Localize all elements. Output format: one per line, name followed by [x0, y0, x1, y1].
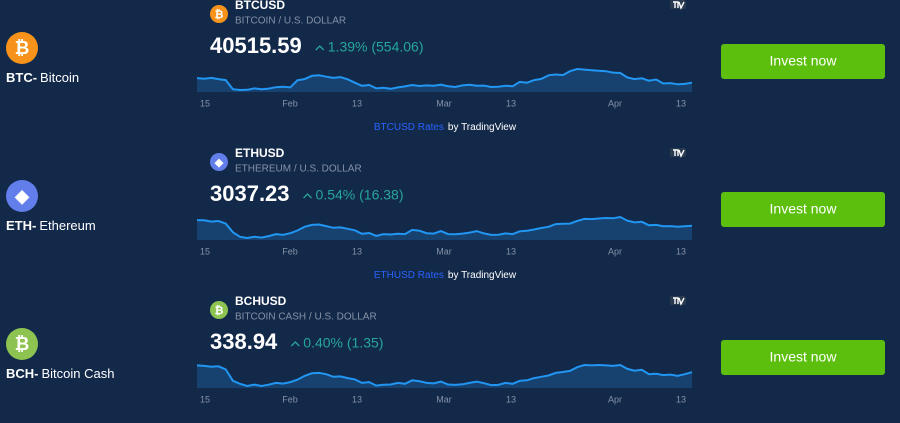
x-axis-label: Apr: [608, 394, 622, 404]
x-axis-label: 13: [676, 394, 686, 404]
change: 0.54% (16.38): [316, 187, 404, 203]
widget-icon: [210, 5, 228, 23]
x-axis-label: 13: [506, 394, 516, 404]
x-axis-label: 13: [506, 98, 516, 108]
x-axis-label: 13: [352, 246, 362, 256]
symbol: BCHUSD: [235, 294, 287, 308]
x-axis-label: Feb: [282, 394, 298, 404]
x-axis-label: Feb: [282, 246, 298, 256]
spark-line: [196, 67, 693, 92]
widget-icon-glyph: ₿: [215, 305, 224, 317]
x-axis-label: 13: [676, 98, 686, 108]
pair: BITCOIN CASH / U.S. DOLLAR: [235, 312, 377, 323]
coin-icon: [6, 180, 38, 212]
tv-logo-shape: [673, 149, 685, 158]
x-axis-label: 15: [200, 98, 210, 108]
coin-label: BTC- Bitcoin: [6, 70, 79, 85]
invest-button-label[interactable]: Invest now: [770, 349, 838, 365]
up-arrow: [315, 45, 325, 51]
coin-icon-glyph: ◆: [14, 186, 30, 206]
price: 40515.59: [210, 33, 302, 58]
pair: BITCOIN / U.S. DOLLAR: [235, 16, 346, 27]
x-axis-label: 13: [506, 246, 516, 256]
symbol: BTCUSD: [235, 0, 285, 12]
x-axis-label: Mar: [436, 394, 452, 404]
coin-label: ETH- Ethereum: [6, 218, 96, 233]
pair: ETHEREUM / U.S. DOLLAR: [235, 164, 362, 175]
coin-icon-glyph: ₿: [15, 334, 30, 354]
coin-icon: [6, 328, 38, 360]
tv-logo-shape: [673, 297, 685, 306]
spark-area: [197, 69, 692, 92]
coin-label: BCH- Bitcoin Cash: [6, 366, 114, 381]
coin-name: Ethereum: [39, 218, 95, 233]
credit: BTCUSD Rates by TradingView: [374, 122, 517, 133]
change: 0.40% (1.35): [303, 335, 383, 351]
tv-logo-shape: [673, 1, 685, 10]
widget-icon: [210, 301, 228, 319]
price: 338.94: [210, 329, 278, 354]
coin-code: ETH-: [6, 218, 36, 233]
coin-code: BTC-: [6, 70, 37, 85]
invest-button[interactable]: [721, 340, 885, 375]
x-axis-label: Mar: [436, 98, 452, 108]
invest-button[interactable]: [721, 44, 885, 79]
x-axis-label: Apr: [608, 246, 622, 256]
price: 3037.23: [210, 181, 290, 206]
spark-line: [196, 363, 693, 388]
credit-by: by TradingView: [448, 122, 517, 133]
invest-button-label[interactable]: Invest now: [770, 53, 838, 69]
x-axis-label: 15: [200, 394, 210, 404]
x-axis-label: 15: [200, 246, 210, 256]
coin-icon-glyph: ₿: [15, 38, 30, 58]
spark-area: [197, 365, 692, 388]
credit-link[interactable]: BTCUSD Rates: [374, 122, 444, 133]
widget-icon-glyph: ◆: [214, 157, 224, 169]
up-arrow: [290, 341, 300, 347]
x-axis-label: Feb: [282, 98, 298, 108]
x-axis-label: Apr: [608, 98, 622, 108]
symbol: ETHUSD: [235, 146, 285, 160]
x-axis-label: Mar: [436, 246, 452, 256]
coin-name: Bitcoin Cash: [42, 366, 115, 381]
x-axis-label: 13: [676, 246, 686, 256]
credit-link[interactable]: ETHUSD Rates: [374, 270, 444, 281]
coin-name: Bitcoin: [40, 70, 79, 85]
change: 1.39% (554.06): [328, 39, 424, 55]
credit: ETHUSD Rates by TradingView: [374, 270, 517, 281]
spark-area: [197, 217, 692, 240]
x-axis-label: 13: [352, 98, 362, 108]
widget-icon: [210, 153, 228, 171]
coin-code: BCH-: [6, 366, 39, 381]
x-axis-label: 13: [352, 394, 362, 404]
coin-icon: [6, 32, 38, 64]
up-arrow: [303, 193, 312, 199]
invest-button[interactable]: [721, 192, 885, 227]
widget-icon-glyph: ₿: [215, 9, 224, 21]
spark-line: [196, 215, 693, 240]
credit-by: by TradingView: [448, 270, 517, 281]
invest-button-label[interactable]: Invest now: [770, 201, 838, 217]
